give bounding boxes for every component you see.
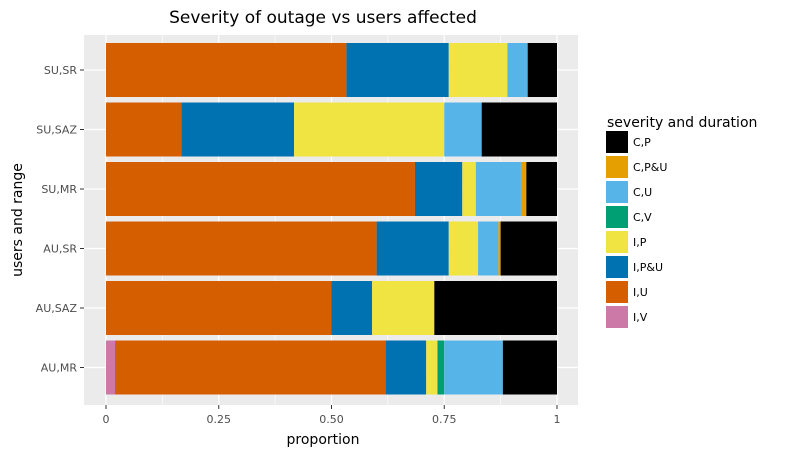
y-axis: AU,MR AU,SAZ AU,SR SU,MR SU,SAZ SU,SR [36,64,84,375]
bar-segment [448,221,479,276]
legend-label: I,P&U [633,261,663,274]
bar-segment [444,340,503,395]
legend-title: severity and duration [607,115,757,131]
bar-segment [376,221,449,276]
bar-segment [434,281,557,335]
legend-swatch [606,256,628,278]
bar-segment [478,221,499,276]
bar-segment [106,340,116,395]
bar-segment [498,221,501,276]
legend-label: C,U [633,186,652,199]
bar-segment [106,102,182,157]
x-tick-label: 0.75 [432,413,457,426]
x-tick-label: 0 [103,413,110,426]
bar-segment [462,162,476,216]
x-tick-label: 1 [554,413,561,426]
bar-segment [481,102,557,157]
legend-label: C,P&U [633,161,667,174]
legend-swatch [606,206,628,228]
legend-label: I,U [633,286,648,299]
legend-label: C,V [633,211,652,224]
bar-segment [346,43,449,97]
bar-segment [448,43,508,97]
bar-segment [414,162,463,216]
bar-segment [500,221,557,276]
bar-segment [502,340,557,395]
bar-segment [507,43,528,97]
x-tick-label: 0.25 [207,413,232,426]
x-axis-title: proportion [287,432,360,448]
y-tick-label: SU,SR [44,64,78,77]
bar-segment [527,43,557,97]
y-tick-label: AU,MR [41,362,78,375]
chart-title: Severity of outage vs users affected [169,8,477,28]
legend-swatch [606,156,628,178]
bar-segment [294,102,445,157]
x-axis: 0 0.25 0.50 0.75 1 [103,405,561,426]
bar-segment [437,340,445,395]
bar-segment [426,340,438,395]
bar-segment [115,340,386,395]
y-tick-label: SU,MR [41,183,77,196]
x-tick-label: 0.50 [319,413,344,426]
bar-segment [444,102,482,157]
legend-swatch [606,131,628,153]
bar-segment [331,281,373,335]
bar-segment [385,340,427,395]
bar-segment [181,102,295,157]
bar-segment [106,281,332,335]
legend-swatch [606,231,628,253]
y-tick-label: AU,SAZ [36,302,78,315]
bar-segment [106,221,377,276]
bar-segment [372,281,435,335]
bar-segment [526,162,557,216]
legend-swatch [606,281,628,303]
bars [106,43,557,395]
bar-segment [106,43,347,97]
legend: severity and duration C,P C,P&U C,U C,V I,P I… [606,115,757,328]
y-axis-title: users and range [10,163,26,277]
legend-label: I,V [633,311,648,324]
y-tick-label: SU,SAZ [36,124,77,137]
legend-swatch [606,181,628,203]
legend-label: I,P [633,236,647,249]
legend-swatch [606,306,628,328]
y-tick-label: AU,SR [43,243,77,256]
bar-segment [475,162,521,216]
bar-segment [520,162,527,216]
legend-label: C,P [633,136,651,149]
bar-segment [106,162,415,216]
